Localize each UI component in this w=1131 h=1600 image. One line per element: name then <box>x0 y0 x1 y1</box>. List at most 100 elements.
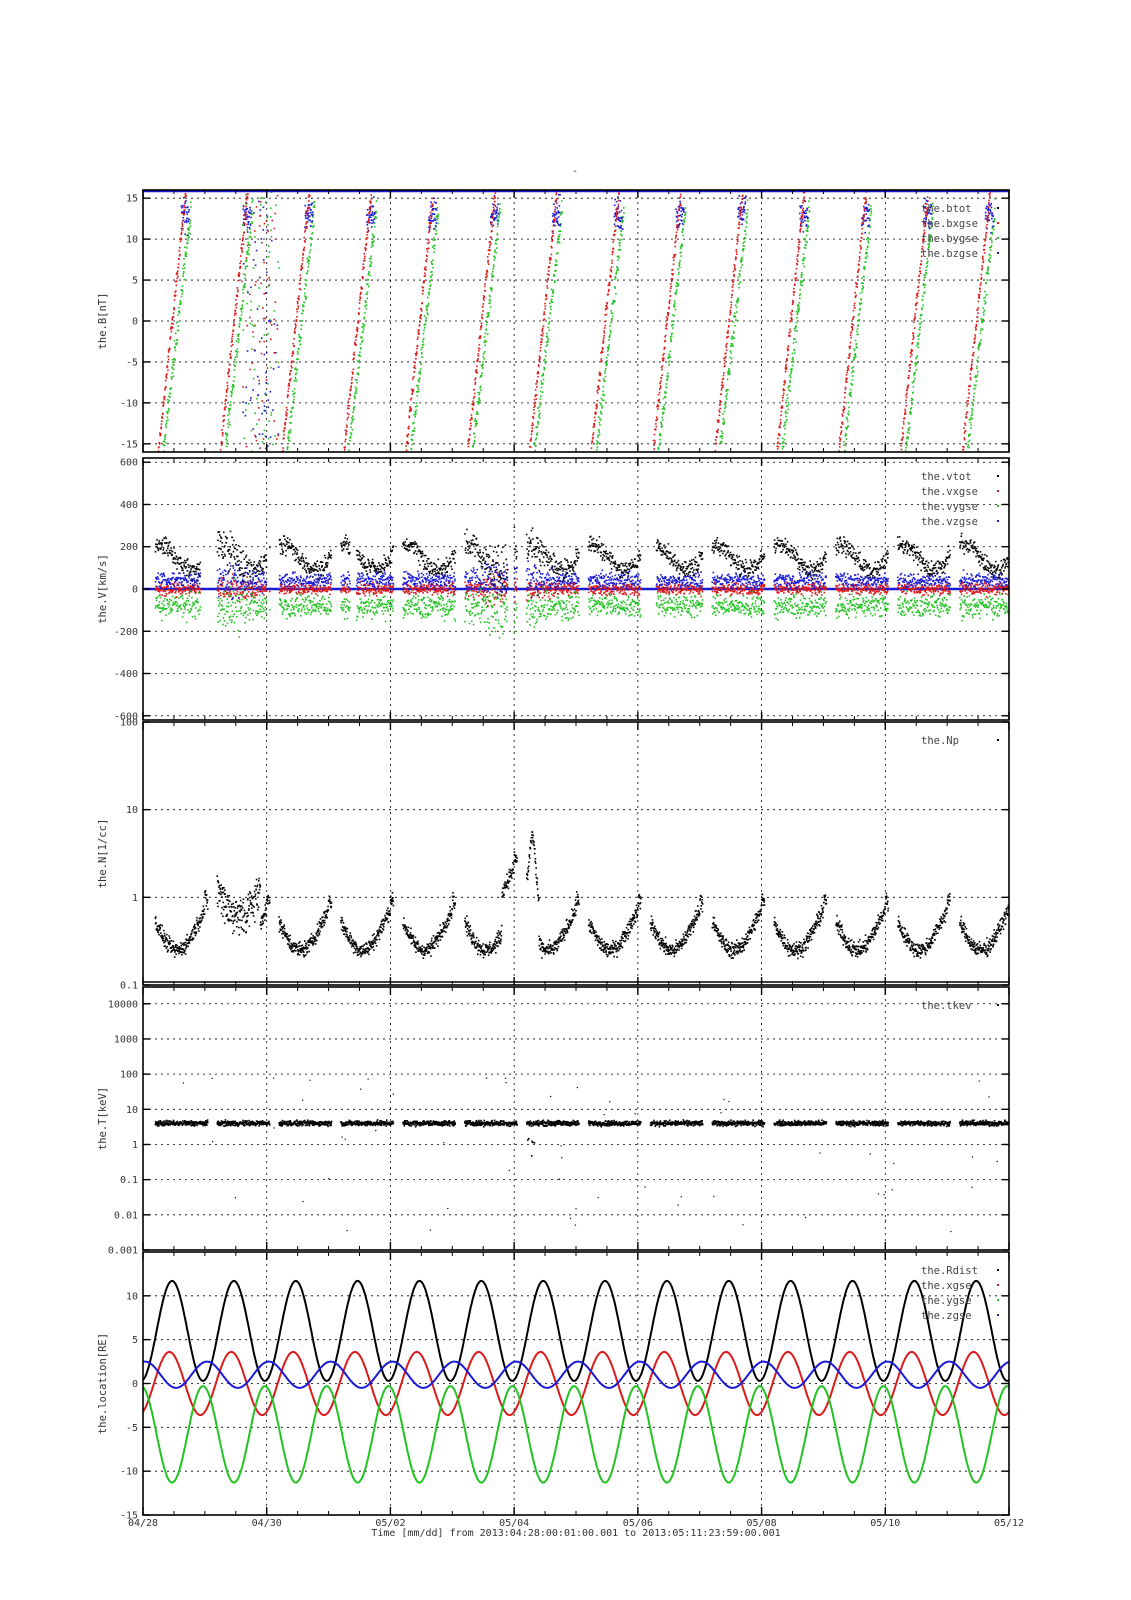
data-point <box>786 419 788 421</box>
data-point <box>594 413 597 416</box>
data-point <box>537 421 540 423</box>
data-point <box>156 546 159 549</box>
data-point <box>846 371 849 374</box>
data-point <box>237 569 239 572</box>
data-point <box>177 577 179 580</box>
data-point <box>243 273 245 275</box>
data-point <box>155 576 157 579</box>
data-point <box>481 367 484 370</box>
data-point <box>243 574 246 577</box>
data-point <box>170 376 173 379</box>
data-point <box>783 441 785 444</box>
data-point <box>610 270 613 273</box>
data-point <box>495 209 498 212</box>
data-point <box>232 380 235 382</box>
data-point <box>197 579 199 582</box>
data-point <box>806 241 808 244</box>
data-point <box>475 370 478 373</box>
data-point <box>180 233 182 236</box>
data-point <box>274 212 277 215</box>
data-point <box>742 249 744 251</box>
data-point <box>221 582 224 584</box>
data-point <box>184 559 186 562</box>
data-point <box>987 269 990 272</box>
data-point <box>493 251 496 253</box>
data-point <box>228 369 231 372</box>
data-point <box>598 379 600 382</box>
data-point <box>193 571 196 573</box>
data-point <box>233 324 236 326</box>
data-point <box>233 376 236 378</box>
data-point <box>176 603 179 605</box>
data-point <box>496 215 498 217</box>
data-point <box>557 216 560 218</box>
data-point <box>186 603 188 606</box>
data-point <box>254 572 257 574</box>
data-point <box>238 597 240 599</box>
data-point <box>730 337 733 339</box>
data-point <box>975 320 978 323</box>
data-point <box>418 380 420 383</box>
data-point <box>266 278 269 281</box>
data-point <box>347 400 350 403</box>
data-point <box>218 534 221 536</box>
data-point <box>228 368 230 370</box>
data-point <box>161 539 164 542</box>
data-point <box>195 607 197 609</box>
data-point <box>251 324 254 326</box>
data-point <box>223 579 225 581</box>
data-point <box>492 224 495 227</box>
data-point <box>597 386 600 388</box>
data-point <box>795 321 798 324</box>
data-point <box>231 577 234 579</box>
data-point <box>865 200 868 203</box>
data-point <box>591 437 594 440</box>
data-point <box>165 579 167 582</box>
data-point <box>802 253 805 255</box>
data-point <box>228 410 230 413</box>
data-point <box>593 423 596 425</box>
data-point <box>252 618 254 621</box>
data-point <box>598 421 601 424</box>
data-point <box>856 276 859 279</box>
data-point <box>781 437 784 440</box>
data-point <box>858 319 860 321</box>
data-point <box>188 592 191 594</box>
data-point <box>163 537 165 540</box>
data-point <box>742 210 745 213</box>
data-point <box>538 358 540 361</box>
data-point <box>742 242 745 244</box>
data-point <box>241 598 244 601</box>
data-point <box>661 357 664 360</box>
data-point <box>352 368 355 371</box>
data-point <box>862 218 865 220</box>
data-point <box>224 625 227 627</box>
data-point <box>174 349 177 352</box>
data-point <box>538 417 541 419</box>
data-point <box>157 604 159 606</box>
data-point <box>496 232 499 235</box>
data-point <box>161 542 163 545</box>
data-point <box>358 307 361 310</box>
data-point <box>855 355 857 358</box>
data-point <box>231 335 234 338</box>
data-point <box>246 592 248 595</box>
data-point <box>596 405 598 407</box>
data-point <box>497 219 500 222</box>
data-point <box>726 342 728 345</box>
data-point <box>369 210 371 213</box>
data-point <box>617 207 619 210</box>
data-point <box>536 434 538 436</box>
data-point <box>901 437 904 440</box>
data-point <box>493 265 495 268</box>
data-point <box>256 589 258 591</box>
data-point <box>415 354 417 357</box>
data-point <box>900 453 902 455</box>
data-point <box>247 573 250 576</box>
data-point <box>854 307 856 309</box>
data-point <box>233 580 236 583</box>
data-point <box>719 441 722 443</box>
data-point <box>615 214 618 217</box>
data-point <box>777 445 780 448</box>
data-point <box>225 573 227 576</box>
